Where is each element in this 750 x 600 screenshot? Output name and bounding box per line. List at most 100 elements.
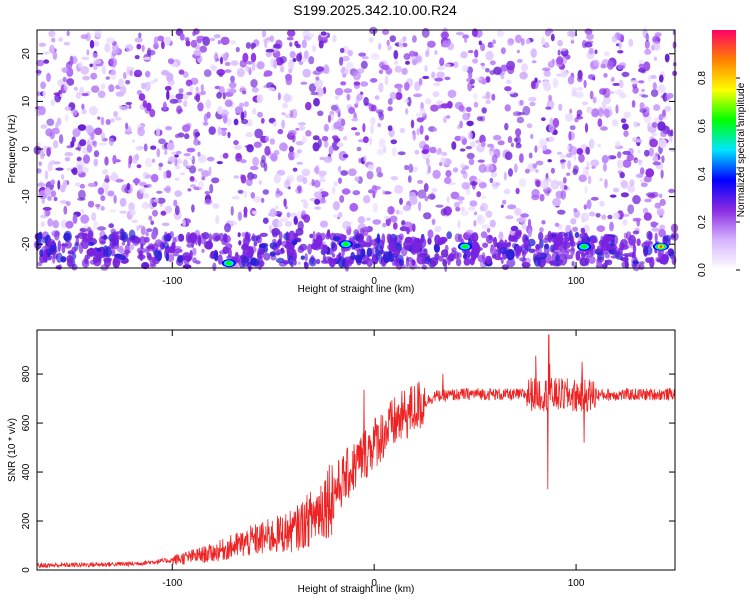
spectrogram-cell bbox=[169, 98, 179, 104]
spectrogram-cell bbox=[339, 56, 344, 66]
spectrogram-cell bbox=[153, 198, 159, 203]
spectrogram-cell bbox=[434, 253, 440, 261]
spectrogram-cell bbox=[425, 98, 432, 105]
spectrogram-cell bbox=[477, 159, 485, 163]
spectrogram-cell bbox=[411, 259, 416, 266]
spectrogram-cell bbox=[301, 168, 311, 177]
spectrogram-cell bbox=[547, 177, 552, 183]
spectrogram-cell bbox=[618, 41, 622, 50]
spectrogram-cell bbox=[444, 176, 452, 185]
spectrogram-cell bbox=[109, 209, 117, 213]
spectrogram-cell bbox=[206, 111, 211, 119]
spectrogram-cell bbox=[663, 234, 672, 242]
spectrogram-cell bbox=[416, 117, 424, 123]
spectrogram-cell bbox=[481, 141, 486, 148]
spectrogram-cell bbox=[342, 220, 351, 230]
spectrogram-cell bbox=[58, 134, 64, 144]
spectrogram-cell bbox=[476, 116, 483, 122]
spectrogram-cell bbox=[185, 255, 192, 262]
spectrogram-cell bbox=[658, 113, 664, 121]
spectrogram-cell bbox=[187, 188, 192, 192]
spectrogram-cell bbox=[360, 60, 368, 69]
spectrogram-cell bbox=[153, 249, 160, 258]
spectrogram-cell bbox=[651, 227, 660, 232]
spectrogram-cell bbox=[513, 137, 519, 142]
spectrogram-cell bbox=[615, 43, 620, 47]
spectrogram-cell bbox=[596, 245, 603, 253]
spectrogram-cell bbox=[341, 55, 350, 62]
spectrogram-cell bbox=[657, 121, 666, 132]
spectrogram-cell bbox=[252, 210, 257, 215]
spectrogram-cells bbox=[33, 26, 679, 273]
spectrogram-cell bbox=[502, 199, 507, 205]
spectrogram-cell bbox=[227, 118, 232, 126]
spectrogram-cell bbox=[586, 160, 590, 171]
spectrogram-cell bbox=[317, 138, 322, 148]
spectrogram-cell bbox=[556, 56, 564, 65]
spectrogram-cell bbox=[101, 65, 106, 74]
spectrogram-cell bbox=[518, 178, 527, 188]
spectrogram-cell bbox=[301, 39, 307, 49]
spectrogram-cell bbox=[233, 144, 242, 150]
spectrogram-cell bbox=[504, 104, 511, 112]
spectrogram-cell bbox=[46, 248, 52, 256]
spectrogram-cell bbox=[126, 182, 131, 191]
spectrogram-cell bbox=[190, 184, 197, 188]
spectrogram-cell bbox=[489, 60, 496, 66]
snr-y-tick-label: 200 bbox=[21, 512, 32, 529]
spectrogram-cell bbox=[489, 150, 494, 157]
spectrogram-cell bbox=[134, 37, 143, 43]
spectrogram-cell bbox=[52, 51, 58, 60]
spectrogram-cell bbox=[38, 42, 47, 47]
spectrogram-cell bbox=[200, 90, 206, 96]
spectrogram-cell bbox=[443, 116, 447, 124]
spectrogram-cell bbox=[125, 101, 133, 106]
spectrogram-cell bbox=[267, 87, 276, 92]
spectrogram-cell bbox=[568, 131, 572, 141]
spectrogram-cell bbox=[370, 124, 374, 135]
spectrogram-cell bbox=[94, 29, 102, 38]
spectrogram-cell bbox=[455, 258, 462, 267]
spectrogram-cell bbox=[411, 245, 417, 256]
spectrogram-cell bbox=[283, 93, 291, 103]
spectrogram-cell bbox=[399, 197, 403, 205]
spectrogram-cell bbox=[485, 99, 491, 105]
spectrogram-cell bbox=[331, 186, 336, 195]
spectrogram-cell bbox=[535, 160, 544, 166]
spectrogram-cell bbox=[466, 152, 475, 160]
spectrogram-cell bbox=[342, 154, 349, 158]
spectrogram-cell bbox=[623, 111, 631, 119]
spectrogram-cell bbox=[224, 69, 232, 73]
spectrogram-cell bbox=[44, 170, 49, 180]
spectrogram-cell bbox=[138, 93, 146, 101]
spectrogram-cell bbox=[485, 76, 491, 83]
spectrogram-cell bbox=[433, 242, 440, 253]
spectrogram-cell bbox=[304, 253, 308, 262]
spectrogram-cell bbox=[63, 82, 70, 92]
spectrogram-cell bbox=[652, 41, 661, 51]
spectrogram-cell bbox=[123, 72, 127, 80]
spectrogram-cell bbox=[560, 159, 567, 163]
spectrogram-cell bbox=[141, 44, 145, 52]
spectrogram-cell bbox=[567, 30, 576, 37]
spectrogram-cell bbox=[312, 135, 320, 141]
spectrogram-cell bbox=[131, 139, 135, 143]
spectrogram-cell bbox=[272, 232, 278, 238]
spectrogram-cell bbox=[666, 92, 674, 99]
spectrogram-cell bbox=[468, 131, 473, 140]
spectrogram-cell bbox=[166, 142, 175, 151]
spectrogram-cell bbox=[284, 179, 290, 189]
spectrogram-cell bbox=[143, 56, 152, 61]
spectrogram-cell bbox=[257, 111, 263, 118]
spectrogram-cell bbox=[480, 43, 486, 52]
spectrogram-cell bbox=[638, 63, 645, 69]
spectrogram-cell bbox=[557, 209, 566, 215]
spectrogram-cell bbox=[447, 89, 457, 98]
spectrogram-cell bbox=[173, 199, 178, 207]
colorbar-tick-label: 0.2 bbox=[697, 215, 708, 229]
spectrogram-cell bbox=[503, 188, 511, 195]
spectrogram-cell bbox=[145, 174, 152, 179]
spectrogram-cell bbox=[531, 188, 540, 198]
